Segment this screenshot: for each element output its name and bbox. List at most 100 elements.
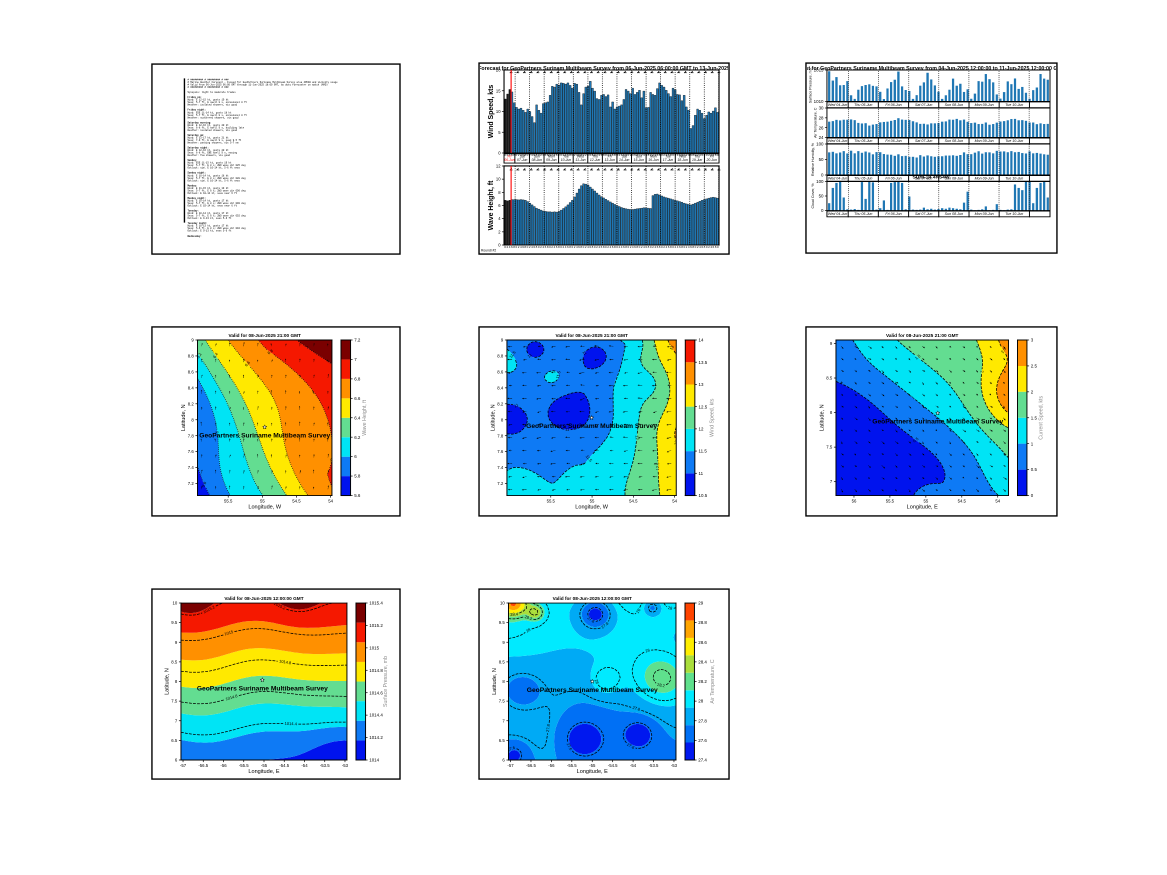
svg-text:5.8: 5.8 bbox=[200, 480, 207, 488]
svg-text:4: 4 bbox=[621, 245, 623, 249]
svg-text:0.5: 0.5 bbox=[912, 436, 920, 444]
svg-text:17-Jun: 17-Jun bbox=[663, 158, 673, 162]
svg-text:Seas: 5-7 ft, E swell 8 s, occ: Seas: 5-7 ft, E swell 8 s, occasional 8 … bbox=[188, 114, 248, 117]
svg-text:13: 13 bbox=[673, 439, 679, 445]
svg-text:54.5: 54.5 bbox=[629, 498, 638, 503]
svg-text:1015.4: 1015.4 bbox=[369, 601, 383, 606]
svg-text:Sat: Sat bbox=[520, 154, 526, 158]
svg-text:Fri 06-Jun: Fri 06-Jun bbox=[885, 103, 901, 107]
svg-text:1: 1 bbox=[911, 395, 916, 401]
svg-text:Sunday:: Sunday: bbox=[188, 159, 198, 162]
svg-text:8: 8 bbox=[614, 153, 616, 157]
svg-text:54.5: 54.5 bbox=[292, 498, 301, 503]
svg-text:Seas: 6-8 ft, ENE swell 9 s, e: Seas: 6-8 ft, ENE swell 9 s, easing bbox=[188, 152, 238, 155]
svg-text:2: 2 bbox=[574, 153, 576, 157]
svg-text:2: 2 bbox=[607, 245, 609, 249]
svg-text:Wind: E 10-13 kt, gusts 17 kt: Wind: E 10-13 kt, gusts 17 kt bbox=[188, 225, 230, 228]
svg-text:2.5: 2.5 bbox=[1031, 364, 1038, 369]
svg-text:11: 11 bbox=[565, 427, 570, 432]
svg-text:18-Jun: 18-Jun bbox=[677, 158, 687, 162]
svg-text:Monday:: Monday: bbox=[188, 184, 198, 187]
svg-text:1015.2: 1015.2 bbox=[369, 623, 383, 628]
svg-text:6: 6 bbox=[556, 153, 558, 157]
svg-text:6.4: 6.4 bbox=[354, 415, 361, 420]
svg-text:4: 4 bbox=[710, 245, 712, 249]
svg-text:6: 6 bbox=[701, 245, 703, 249]
svg-text:100: 100 bbox=[816, 142, 824, 147]
svg-text:4: 4 bbox=[498, 216, 501, 221]
svg-text:6: 6 bbox=[623, 245, 625, 249]
svg-text:12.5: 12.5 bbox=[699, 404, 708, 409]
svg-text:0: 0 bbox=[538, 245, 540, 249]
svg-text:55.5: 55.5 bbox=[886, 498, 895, 503]
svg-text:Thu 05-Jun: Thu 05-Jun bbox=[854, 212, 872, 216]
svg-text:6: 6 bbox=[713, 245, 715, 249]
svg-text:-53: -53 bbox=[342, 763, 349, 768]
svg-text:0: 0 bbox=[583, 153, 585, 157]
svg-text:11.5: 11.5 bbox=[699, 449, 708, 454]
svg-text:Fri 06-Jun: Fri 06-Jun bbox=[885, 176, 901, 180]
svg-text:6.5: 6.5 bbox=[171, 738, 178, 743]
svg-text:Sunday night:: Sunday night: bbox=[188, 172, 206, 175]
svg-text:7.5: 7.5 bbox=[826, 445, 833, 450]
svg-text:6: 6 bbox=[589, 245, 591, 249]
svg-text:Surface Pressure, mb: Surface Pressure, mb bbox=[383, 656, 389, 707]
svg-text:6: 6 bbox=[533, 153, 535, 157]
svg-text:28.8: 28.8 bbox=[698, 620, 707, 625]
svg-text:8: 8 bbox=[704, 153, 706, 157]
svg-text:Weather: isolated showers, vis: Weather: isolated showers, vis good bbox=[188, 104, 238, 107]
svg-text:19-Jun: 19-Jun bbox=[692, 158, 702, 162]
svg-text:27.8: 27.8 bbox=[632, 705, 642, 712]
svg-text:06-Jun: 06-Jun bbox=[504, 158, 514, 162]
svg-text:8: 8 bbox=[625, 245, 627, 249]
svg-text:0.5: 0.5 bbox=[1031, 467, 1038, 472]
svg-text:Mon: Mon bbox=[548, 154, 555, 158]
svg-text:0: 0 bbox=[650, 245, 652, 249]
svg-text:8: 8 bbox=[636, 245, 638, 249]
svg-text:Wave Height, ft: Wave Height, ft bbox=[362, 399, 368, 435]
svg-text:8.8: 8.8 bbox=[188, 354, 195, 359]
svg-text:28: 28 bbox=[525, 627, 532, 634]
svg-text:Saturday night:: Saturday night: bbox=[188, 147, 209, 150]
svg-text:7.2: 7.2 bbox=[354, 338, 361, 343]
svg-text:Wed: Wed bbox=[577, 154, 584, 158]
svg-text:28.4: 28.4 bbox=[698, 659, 707, 664]
svg-text:08-Jun: 08-Jun bbox=[532, 158, 542, 162]
svg-text:Wed 04-Jun: Wed 04-Jun bbox=[828, 103, 847, 107]
svg-text:Wind: E 10-14 kt, gusts 17 kt: Wind: E 10-14 kt, gusts 17 kt bbox=[188, 199, 230, 202]
svg-text:6: 6 bbox=[645, 245, 647, 249]
svg-text:28.4: 28.4 bbox=[510, 611, 519, 617]
svg-text:Tue 10-Jun: Tue 10-Jun bbox=[1005, 176, 1023, 180]
svg-text:4: 4 bbox=[520, 153, 522, 157]
svg-text:6: 6 bbox=[567, 153, 569, 157]
svg-text:6: 6 bbox=[612, 245, 614, 249]
svg-text:2: 2 bbox=[686, 153, 688, 157]
svg-text:4: 4 bbox=[520, 245, 522, 249]
svg-text:4: 4 bbox=[565, 153, 567, 157]
svg-text:Sat 07-Jun: Sat 07-Jun bbox=[915, 139, 932, 143]
svg-text:Thu: Thu bbox=[694, 154, 700, 158]
svg-text:Latitude, N: Latitude, N bbox=[165, 668, 171, 695]
svg-text:11: 11 bbox=[527, 352, 534, 359]
svg-text:15: 15 bbox=[496, 88, 501, 93]
svg-text:2: 2 bbox=[596, 245, 598, 249]
svg-text:1014.8: 1014.8 bbox=[279, 659, 293, 666]
svg-text:Wind Speed, kts: Wind Speed, kts bbox=[710, 398, 716, 437]
svg-text:-55.5: -55.5 bbox=[567, 763, 577, 768]
svg-text:0: 0 bbox=[594, 153, 596, 157]
svg-text:Sun: Sun bbox=[636, 154, 642, 158]
svg-text:4: 4 bbox=[531, 153, 533, 157]
svg-text:4: 4 bbox=[598, 153, 600, 157]
svg-text:27.8: 27.8 bbox=[600, 620, 610, 629]
svg-text:6: 6 bbox=[701, 153, 703, 157]
svg-text:Wed 04-Jun: Wed 04-Jun bbox=[828, 139, 847, 143]
svg-text:2: 2 bbox=[686, 245, 688, 249]
svg-text:2: 2 bbox=[607, 153, 609, 157]
svg-text:27.6: 27.6 bbox=[698, 738, 707, 743]
svg-text:1015: 1015 bbox=[814, 68, 824, 73]
svg-text:8: 8 bbox=[175, 679, 178, 684]
svg-text:100: 100 bbox=[816, 179, 824, 184]
svg-text:55: 55 bbox=[260, 498, 265, 503]
svg-text:4: 4 bbox=[710, 153, 712, 157]
svg-text:4: 4 bbox=[587, 153, 589, 157]
